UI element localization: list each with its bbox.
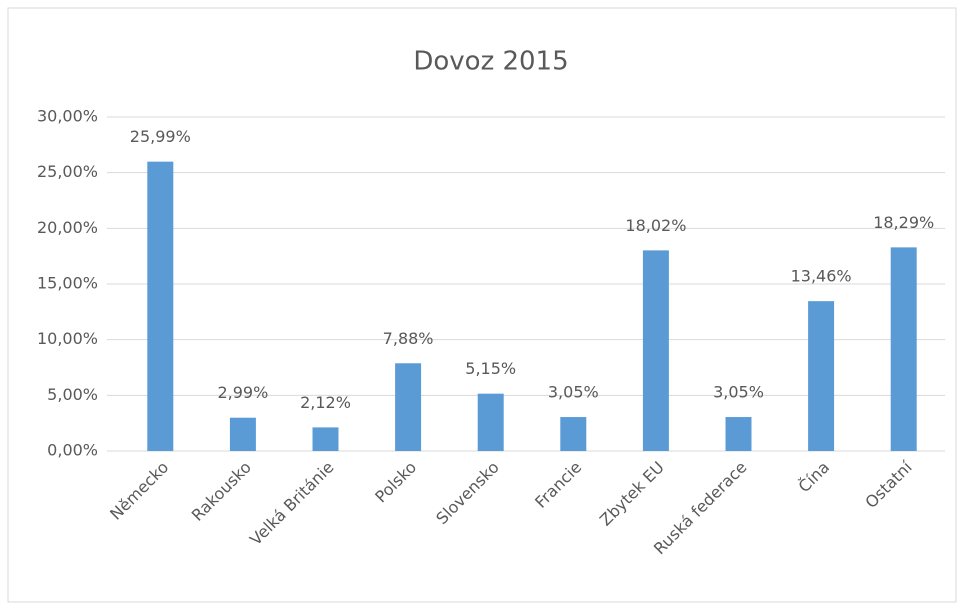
- y-tick-label: 5,00%: [47, 385, 98, 404]
- bar: [229, 417, 256, 451]
- y-tick-label: 20,00%: [37, 218, 98, 237]
- data-label: 7,88%: [383, 329, 434, 348]
- data-label: 18,02%: [625, 216, 686, 235]
- chart-title: Dovoz 2015: [413, 47, 568, 77]
- data-label: 18,29%: [873, 213, 934, 232]
- y-tick-label: 0,00%: [47, 441, 98, 460]
- y-tick-label: 30,00%: [37, 107, 98, 126]
- data-label: 13,46%: [791, 267, 852, 286]
- bar: [560, 417, 587, 451]
- bar: [808, 301, 835, 451]
- y-tick-label: 15,00%: [37, 274, 98, 293]
- bar: [890, 247, 917, 451]
- data-label: 3,05%: [713, 383, 764, 402]
- data-label: 2,12%: [300, 393, 351, 412]
- data-label: 3,05%: [548, 383, 599, 402]
- bar: [725, 417, 752, 451]
- bar: [395, 363, 422, 451]
- bar: [312, 427, 339, 451]
- y-tick-label: 10,00%: [37, 329, 98, 348]
- data-label: 5,15%: [465, 359, 516, 378]
- y-tick-label: 25,00%: [37, 162, 98, 181]
- data-label: 2,99%: [217, 383, 268, 402]
- bar: [147, 161, 174, 452]
- data-label: 25,99%: [130, 127, 191, 146]
- bar: [477, 393, 504, 451]
- bar: [642, 250, 669, 451]
